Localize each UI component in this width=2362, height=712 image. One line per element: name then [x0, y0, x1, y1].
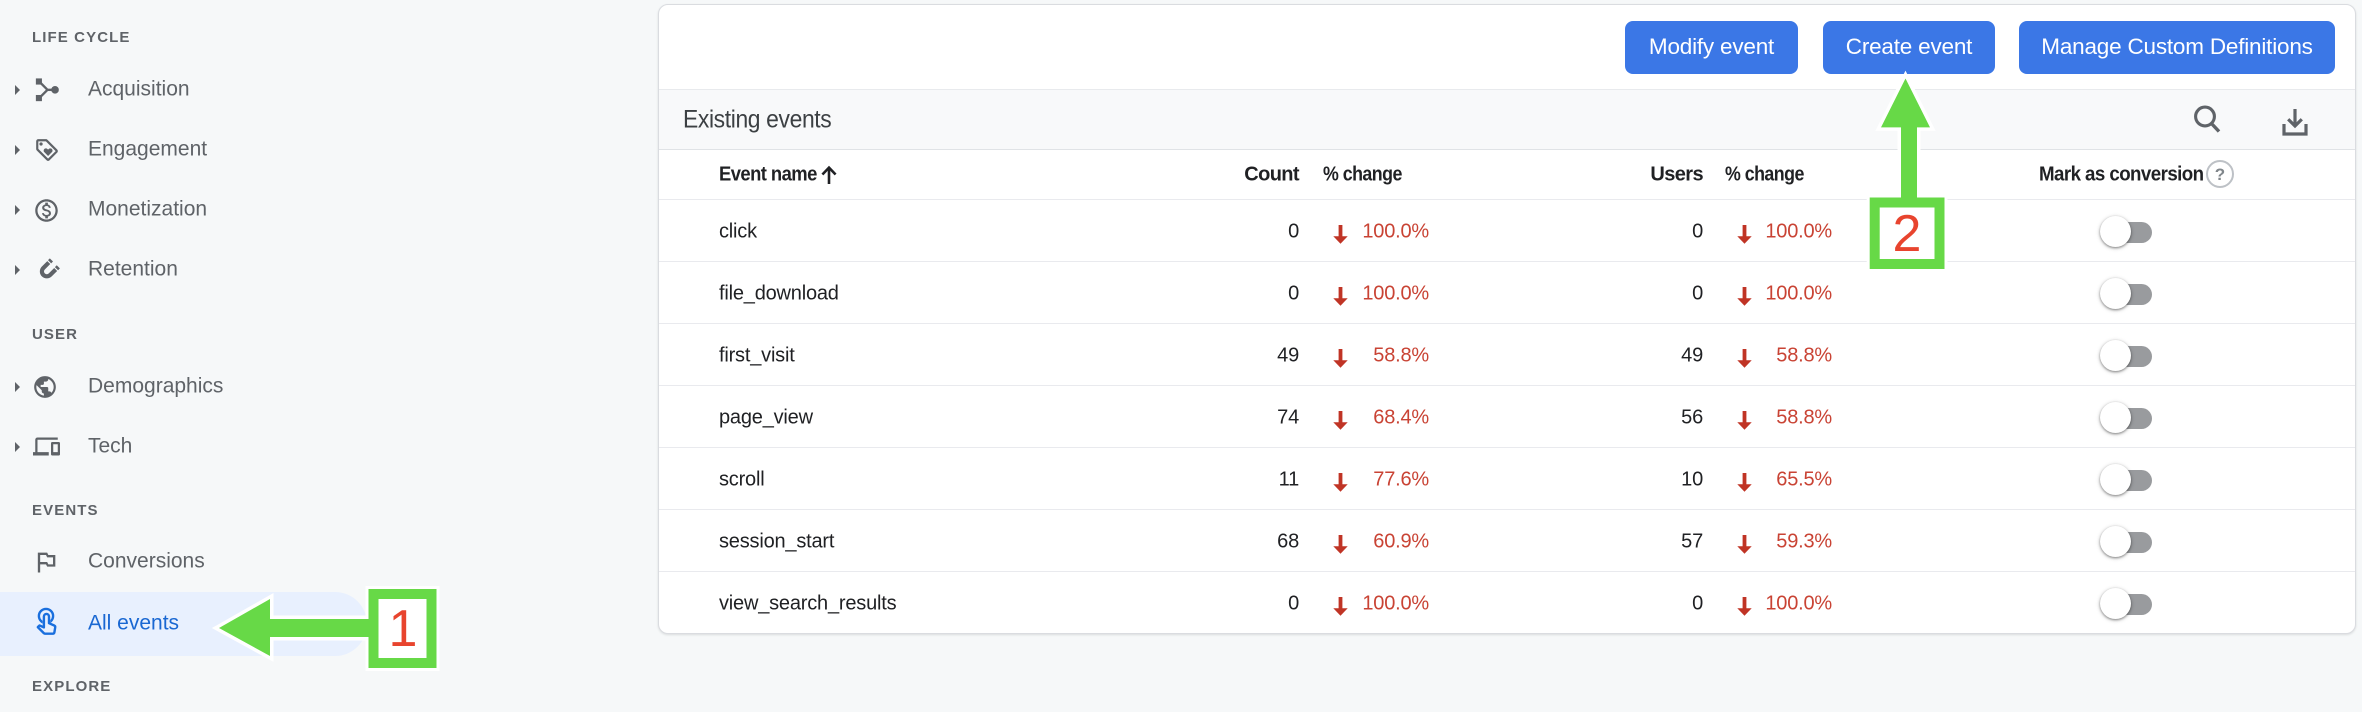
svg-text:1: 1	[389, 600, 418, 658]
svg-text:2: 2	[1893, 205, 1922, 263]
